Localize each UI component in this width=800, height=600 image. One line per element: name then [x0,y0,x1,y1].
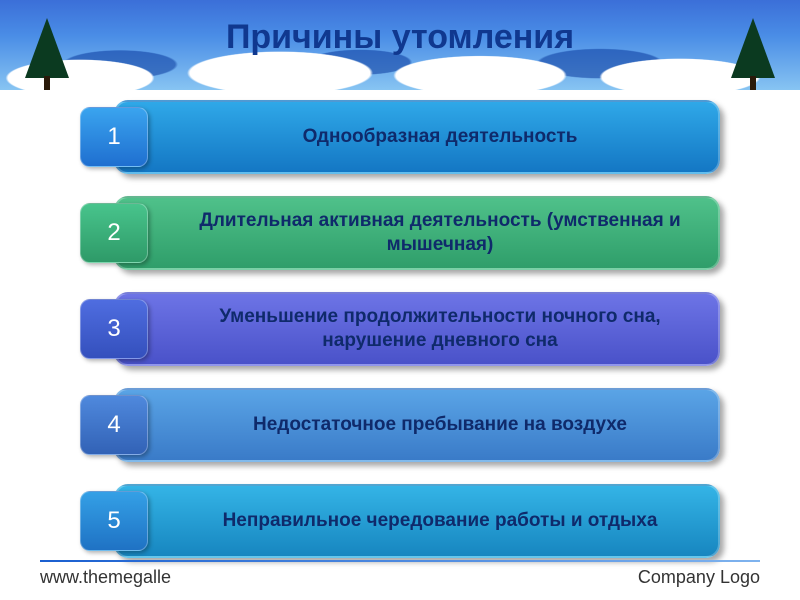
item-number: 3 [107,315,120,343]
list-item: Недостаточное пребывание на воздухе 4 [80,388,720,462]
item-bar: Недостаточное пребывание на воздухе [114,388,720,462]
list-item: Однообразная деятельность 1 [80,100,720,174]
item-number: 2 [107,219,120,247]
item-text: Неправильное чередование работы и отдыха [223,509,658,533]
list-item: Длительная активная деятельность (умстве… [80,196,720,270]
footer-divider [40,560,760,562]
item-text: Однообразная деятельность [303,125,578,149]
item-number-badge: 4 [80,395,148,455]
item-number-badge: 5 [80,491,148,551]
item-number-badge: 1 [80,107,148,167]
footer-logo: Company Logo [638,567,760,588]
item-number: 1 [107,123,120,151]
item-text: Уменьшение продолжительности ночного сна… [186,305,694,353]
footer-url: www.themegalle [40,567,171,588]
item-text: Длительная активная деятельность (умстве… [186,209,694,257]
item-number: 5 [107,507,120,535]
item-number: 4 [107,411,120,439]
item-bar: Однообразная деятельность [114,100,720,174]
list-item: Неправильное чередование работы и отдыха… [80,484,720,558]
reasons-list: Однообразная деятельность 1 Длительная а… [80,100,720,558]
page-title: Причины утомления [0,18,800,57]
item-number-badge: 2 [80,203,148,263]
list-item: Уменьшение продолжительности ночного сна… [80,292,720,366]
item-bar: Неправильное чередование работы и отдыха [114,484,720,558]
item-text: Недостаточное пребывание на воздухе [253,413,627,437]
item-bar: Уменьшение продолжительности ночного сна… [114,292,720,366]
item-number-badge: 3 [80,299,148,359]
item-bar: Длительная активная деятельность (умстве… [114,196,720,270]
